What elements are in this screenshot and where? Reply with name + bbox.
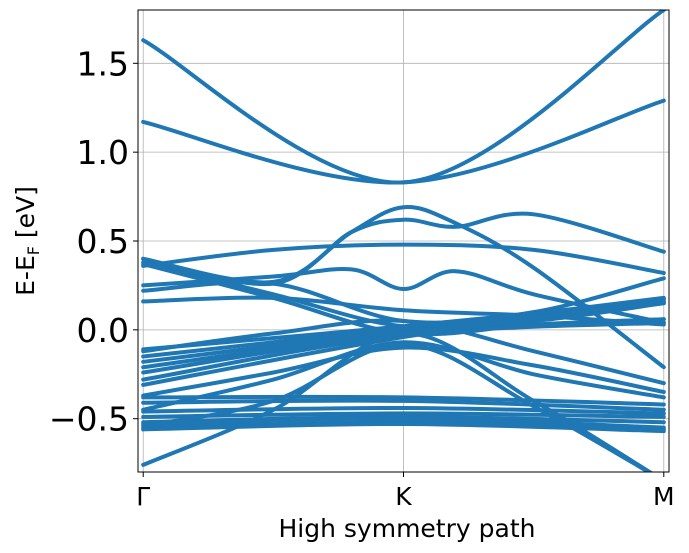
series-line-band-5 (141, 242, 666, 275)
x-tick-label: K (395, 482, 412, 511)
series-line-band-18 (141, 318, 666, 386)
series-line-band-8 (141, 295, 666, 327)
series-line-band-2 (141, 98, 666, 185)
series-line-band-22 (141, 398, 666, 412)
y-axis-label-main: E-E (11, 255, 40, 296)
x-tick-label: M (653, 482, 675, 511)
y-axis-label: E-EF [eV] (11, 186, 43, 296)
x-tick-label: Γ (136, 482, 150, 511)
x-axis-label: High symmetry path (279, 514, 536, 543)
band-lines (141, 10, 666, 472)
series-line-band-28 (141, 421, 666, 434)
series-line-band-21 (141, 394, 666, 407)
series-line-band-17 (141, 299, 666, 387)
y-axis-label-unit: [eV] (11, 186, 40, 246)
y-tick-label: 1.0 (77, 133, 129, 172)
y-tick-label: 1.5 (77, 44, 129, 83)
series-line-band-26 (141, 416, 666, 430)
y-tick-label: 0.5 (77, 222, 129, 261)
y-axis-label-subscript: F (24, 246, 43, 255)
y-tick-label: −0.5 (49, 400, 129, 439)
y-tick-label: 0.0 (77, 311, 129, 350)
series-line-band-23 (141, 405, 666, 416)
series-line-band-6 (141, 267, 666, 325)
series-line-band-29 (141, 331, 654, 472)
series-line-band-30 (141, 342, 653, 472)
series-line-band-19 (141, 345, 666, 398)
axis-ticks: Γ K M −0.5 0.0 0.5 1.0 1.5 (49, 44, 675, 511)
